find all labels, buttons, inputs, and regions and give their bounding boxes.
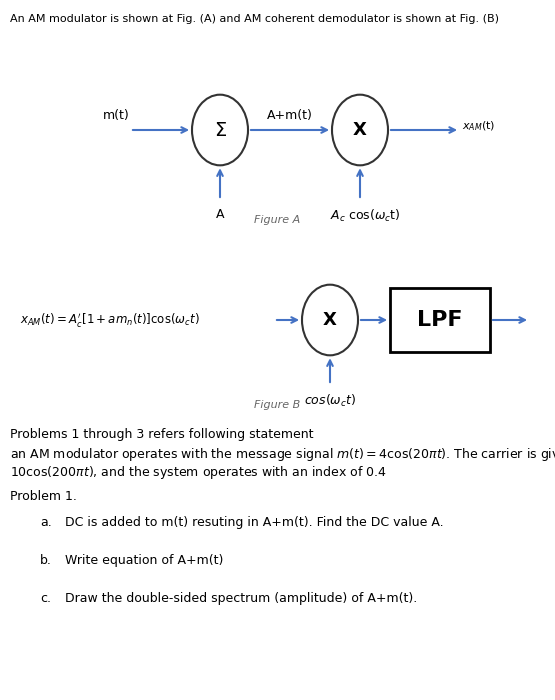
Text: X: X <box>323 311 337 329</box>
Text: A+m(t): A+m(t) <box>267 109 313 122</box>
Text: $x_{AM}(t) = A_c^{\prime}[1 + am_n(t)]\cos(\omega_c t)$: $x_{AM}(t) = A_c^{\prime}[1 + am_n(t)]\c… <box>20 311 200 329</box>
Text: a.: a. <box>40 516 52 529</box>
Text: Problem 1.: Problem 1. <box>10 490 77 503</box>
Text: $\Sigma$: $\Sigma$ <box>214 120 226 139</box>
Text: $cos(\omega_c t)$: $cos(\omega_c t)$ <box>304 393 356 409</box>
Text: Figure A: Figure A <box>254 215 300 225</box>
Text: DC is added to m(t) resuting in A+m(t). Find the DC value A.: DC is added to m(t) resuting in A+m(t). … <box>65 516 443 529</box>
Text: An AM modulator is shown at Fig. (A) and AM coherent demodulator is shown at Fig: An AM modulator is shown at Fig. (A) and… <box>10 14 499 24</box>
Text: c.: c. <box>40 592 51 605</box>
Text: Figure B: Figure B <box>254 400 300 410</box>
Text: X: X <box>353 121 367 139</box>
Text: an AM modulator operates with the message signal $m(t) = 4\cos(20\pi t)$. The ca: an AM modulator operates with the messag… <box>10 446 555 463</box>
Text: Write equation of A+m(t): Write equation of A+m(t) <box>65 554 223 567</box>
Text: $A_c$ cos($\omega_c$t): $A_c$ cos($\omega_c$t) <box>330 208 400 224</box>
Text: A: A <box>216 208 224 221</box>
Text: Problems 1 through 3 refers following statement: Problems 1 through 3 refers following st… <box>10 428 314 441</box>
Text: Draw the double-sided spectrum (amplitude) of A+m(t).: Draw the double-sided spectrum (amplitud… <box>65 592 417 605</box>
Text: $x_{AM}$(t): $x_{AM}$(t) <box>462 119 496 133</box>
Text: $10\cos(200\pi t)$, and the system operates with an index of 0.4: $10\cos(200\pi t)$, and the system opera… <box>10 464 387 481</box>
Text: b.: b. <box>40 554 52 567</box>
Text: m(t): m(t) <box>103 109 130 122</box>
Text: LPF: LPF <box>417 310 463 330</box>
